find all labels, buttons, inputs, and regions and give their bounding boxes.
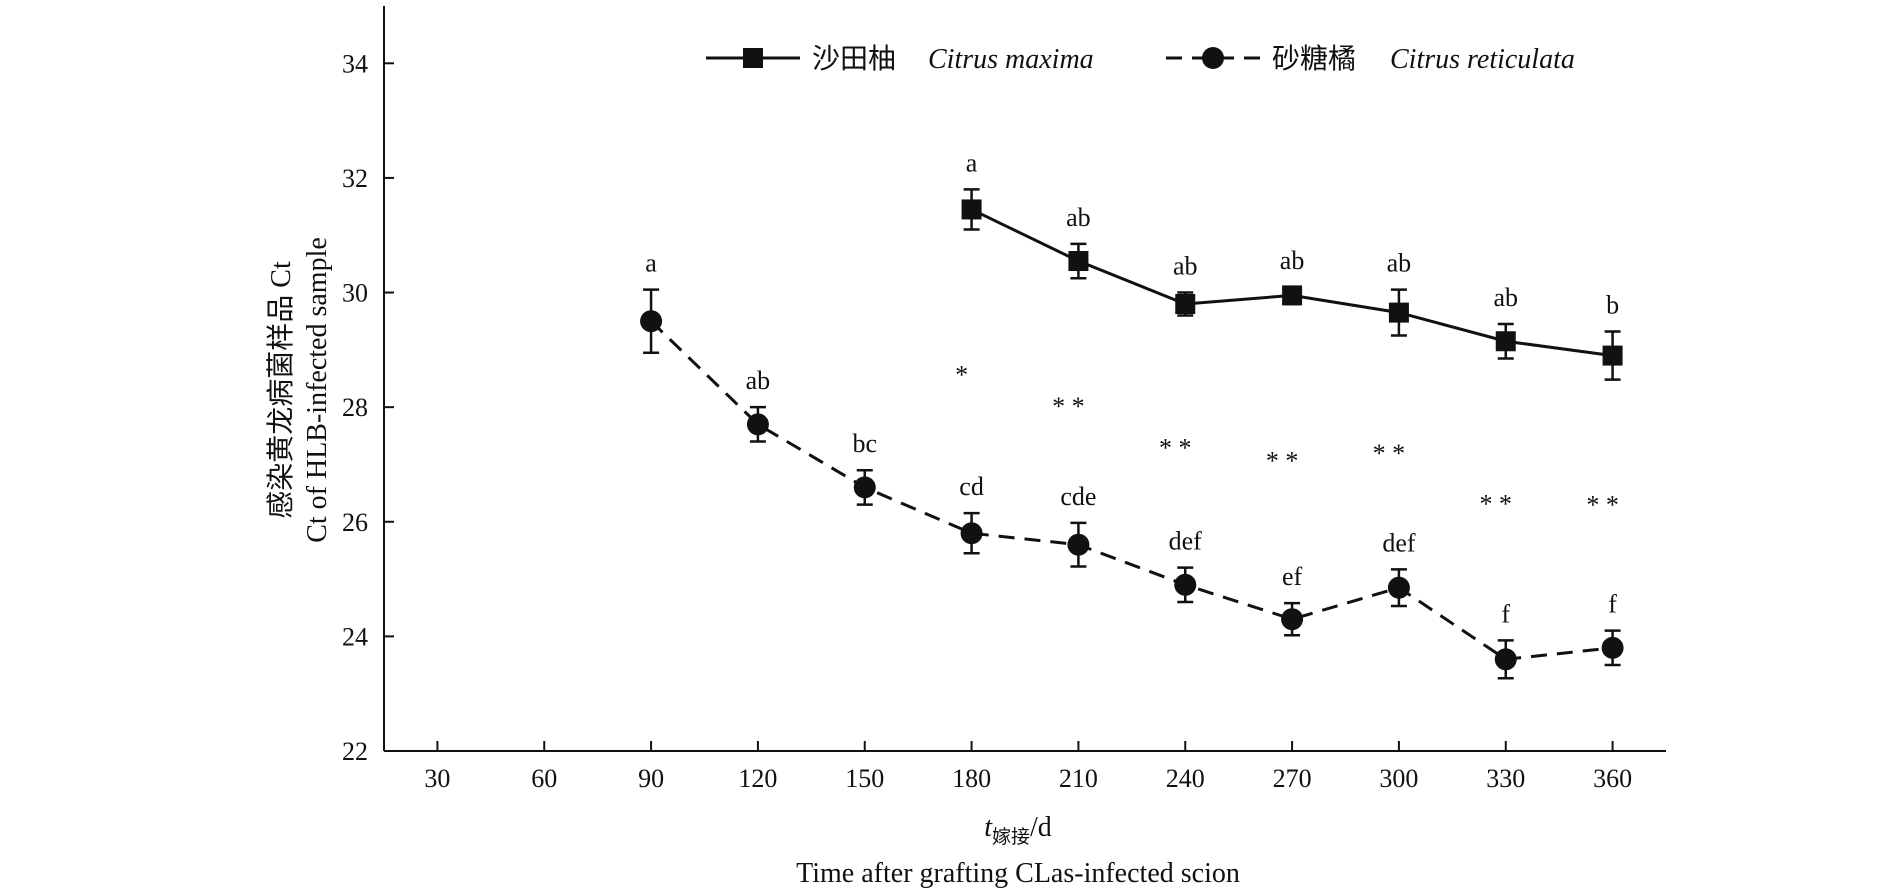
significance-letter-reticulata: ab [746, 366, 771, 395]
significance-letter-maxima: a [966, 148, 978, 177]
significance-letter-maxima: ab [1493, 283, 1518, 312]
significance-letter-maxima: b [1606, 291, 1619, 320]
legend-label-maxima-latin: Citrus maxima [928, 44, 1094, 75]
x-tick-label: 210 [1059, 764, 1098, 793]
data-point-maxima [1602, 345, 1623, 366]
x-tick-label: 90 [638, 764, 664, 793]
legend-label-reticulata-latin: Citrus reticulata [1390, 44, 1575, 75]
annotations-layer: a ab ab ab ab ab b a ab bc cd cde def ef def f f * * * * * *… [645, 148, 1619, 628]
legend-label-reticulata-cn: 砂糖橘 [1272, 43, 1356, 75]
series-line-reticulata [650, 320, 1613, 661]
x-tick-label: 330 [1486, 764, 1525, 793]
data-point-reticulata [1174, 573, 1197, 596]
x-tick-label: 30 [424, 764, 450, 793]
data-point-maxima [1068, 251, 1089, 272]
data-point-reticulata [853, 476, 876, 499]
x-axis-title-en: Time after grafting CLas-infected scion [796, 858, 1240, 889]
significance-letter-reticulata: def [1169, 527, 1203, 556]
significance-letter-reticulata: ef [1282, 562, 1303, 591]
data-point-maxima [961, 199, 982, 220]
data-point-maxima [1388, 302, 1409, 323]
significance-letter-reticulata: def [1382, 528, 1416, 557]
x-tick-label: 150 [845, 764, 884, 793]
x-tick-label: 180 [952, 764, 991, 793]
y-tick-label: 28 [342, 393, 368, 422]
significance-letter-reticulata: cde [1060, 482, 1096, 511]
significance-letter-reticulata: f [1608, 590, 1617, 619]
data-point-reticulata [960, 522, 983, 545]
legend-label-maxima-cn: 沙田柚 [812, 43, 896, 75]
significance-letter-reticulata: cd [959, 472, 984, 501]
significance-letter-reticulata: f [1501, 599, 1510, 628]
significance-star: * * [1266, 446, 1299, 475]
series-layer [640, 188, 1624, 680]
y-tick-label: 22 [342, 737, 368, 766]
significance-letter-maxima: ab [1066, 203, 1091, 232]
data-point-reticulata [640, 310, 663, 333]
y-tick-label: 30 [342, 279, 368, 308]
y-tick-label: 32 [342, 164, 368, 193]
y-tick-label: 24 [342, 622, 368, 651]
significance-star: * * [1480, 489, 1513, 518]
legend: 沙田柚 Citrus maxima 砂糖橘 Citrus reticulata [706, 43, 1575, 75]
data-point-reticulata [1281, 608, 1304, 631]
data-point-maxima [1282, 285, 1303, 306]
significance-star: * [955, 360, 968, 389]
data-point-reticulata [746, 413, 769, 436]
legend-marker-reticulata [1202, 47, 1224, 69]
significance-letter-maxima: ab [1387, 249, 1412, 278]
significance-star: * * [1586, 491, 1619, 520]
significance-letter-maxima: ab [1173, 252, 1198, 281]
data-point-reticulata [1494, 648, 1517, 671]
data-point-reticulata [1601, 636, 1624, 659]
x-tick-label: 240 [1166, 764, 1205, 793]
x-tick-label: 60 [531, 764, 557, 793]
y-axis-title-en: Ct of HLB-infected sample [302, 237, 333, 543]
x-tick-label: 300 [1379, 764, 1418, 793]
y-tick-label: 26 [342, 508, 368, 537]
significance-letter-maxima: ab [1280, 246, 1305, 275]
legend-marker-maxima [743, 48, 763, 68]
y-tick-label: 34 [342, 49, 368, 78]
y-axis-title-cn: 感染黄龙病菌样品 Ct [265, 261, 297, 519]
significance-letter-reticulata: a [645, 249, 657, 278]
x-tick-label: 270 [1273, 764, 1312, 793]
data-point-maxima [1175, 294, 1196, 314]
axis-titles: t嫁接/d Time after grafting CLas-infected … [265, 237, 1240, 889]
data-point-reticulata [1067, 533, 1090, 556]
significance-star: * * [1373, 439, 1406, 468]
data-point-reticulata [1387, 576, 1410, 599]
x-axis-title: t嫁接/d [984, 812, 1052, 848]
significance-letter-reticulata: bc [852, 429, 877, 458]
data-point-maxima [1495, 331, 1516, 352]
x-tick-label: 120 [738, 764, 777, 793]
significance-star: * * [1159, 433, 1192, 462]
chart-axes: 22 24 26 28 30 32 34 30 60 90 120 150 180 210 240 270 30… [342, 6, 1666, 793]
significance-star: * * [1052, 392, 1085, 421]
x-tick-label: 360 [1593, 764, 1632, 793]
